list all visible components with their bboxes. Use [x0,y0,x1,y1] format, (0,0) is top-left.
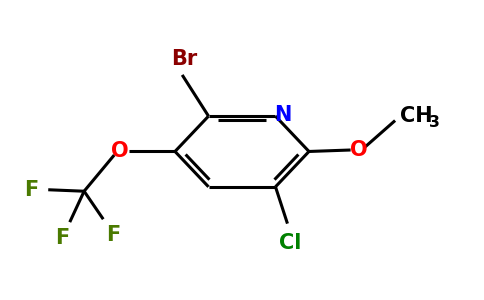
Text: F: F [56,228,70,248]
Text: N: N [274,105,291,125]
Text: F: F [24,180,39,200]
Text: CH: CH [400,106,433,126]
Text: O: O [350,140,368,160]
Text: F: F [106,225,120,245]
Text: O: O [111,142,129,161]
Text: Cl: Cl [279,233,301,253]
Text: 3: 3 [429,115,440,130]
Text: Br: Br [171,49,197,69]
